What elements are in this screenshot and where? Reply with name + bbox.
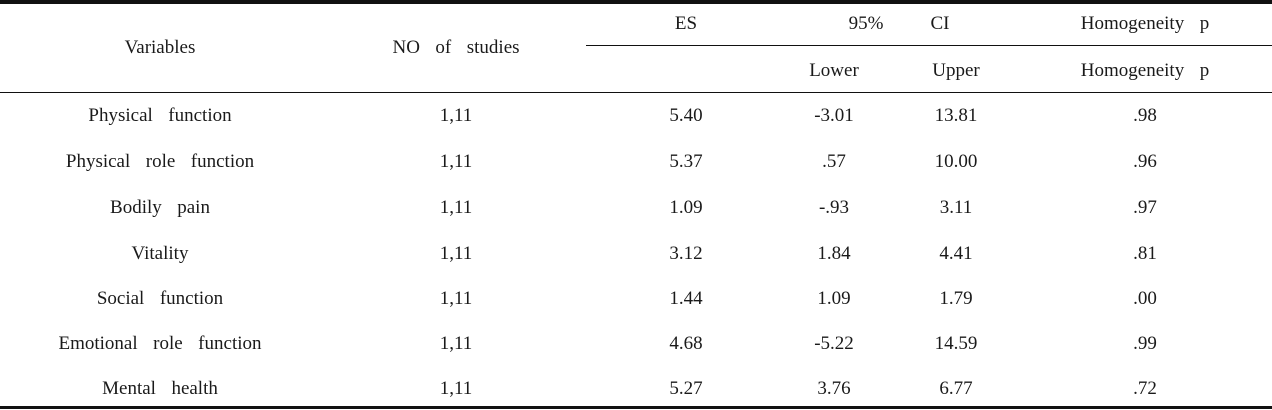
cell-lower: 1.84 — [817, 243, 851, 264]
cell-upper: 1.79 — [939, 288, 973, 309]
cell-variable: Vitality — [131, 243, 189, 264]
cell-es: 4.68 — [669, 333, 703, 354]
cell-homogeneity-p: .81 — [1133, 243, 1157, 264]
cell-upper: 14.59 — [934, 333, 978, 354]
cell-studies: 1,11 — [439, 333, 473, 354]
cell-es: 1.44 — [669, 288, 703, 309]
header-bottom-rule — [0, 92, 1272, 93]
cell-es: 3.12 — [669, 243, 703, 264]
cell-es: 5.27 — [669, 378, 703, 399]
cell-upper: 3.11 — [939, 197, 973, 218]
header-lower: Lower — [809, 60, 859, 81]
cell-studies: 1,11 — [439, 378, 473, 399]
cell-lower: -.93 — [818, 197, 850, 218]
cell-studies: 1,11 — [439, 105, 473, 126]
header-homogeneity-sub: Homogeneity p — [1080, 60, 1210, 81]
header-upper: Upper — [932, 60, 980, 81]
cell-upper: 4.41 — [939, 243, 973, 264]
cell-homogeneity-p: .99 — [1133, 333, 1157, 354]
header-es: ES — [674, 13, 698, 34]
cell-lower: 3.76 — [817, 378, 851, 399]
cell-homogeneity-p: .72 — [1133, 378, 1157, 399]
cell-variable: Physical role function — [65, 151, 255, 172]
cell-es: 5.40 — [669, 105, 703, 126]
cell-homogeneity-p: .98 — [1133, 105, 1157, 126]
header-ci-label: 95% — [848, 13, 884, 34]
header-ci-suffix: CI — [930, 13, 950, 34]
cell-upper: 6.77 — [939, 378, 973, 399]
cell-upper: 13.81 — [934, 105, 978, 126]
bottom-rule — [0, 406, 1272, 409]
header-no-of-studies: NO of studies — [392, 37, 520, 58]
header-homogeneity: Homogeneity p — [1080, 13, 1210, 34]
header-variables: Variables — [124, 37, 196, 58]
cell-lower: 1.09 — [817, 288, 851, 309]
cell-studies: 1,11 — [439, 288, 473, 309]
ci-group-rule — [586, 45, 1272, 46]
cell-studies: 1,11 — [439, 197, 473, 218]
cell-studies: 1,11 — [439, 151, 473, 172]
cell-upper: 10.00 — [934, 151, 978, 172]
cell-lower: -3.01 — [814, 105, 854, 126]
cell-lower: -5.22 — [814, 333, 854, 354]
cell-es: 5.37 — [669, 151, 703, 172]
cell-variable: Social function — [96, 288, 224, 309]
cell-homogeneity-p: .00 — [1133, 288, 1157, 309]
top-rule — [0, 0, 1272, 4]
cell-variable: Physical function — [88, 105, 232, 126]
cell-studies: 1,11 — [439, 243, 473, 264]
cell-variable: Bodily pain — [110, 197, 210, 218]
cell-variable: Mental health — [102, 378, 218, 399]
cell-variable: Emotional role function — [58, 333, 262, 354]
cell-homogeneity-p: .96 — [1133, 151, 1157, 172]
cell-lower: .57 — [822, 151, 846, 172]
cell-homogeneity-p: .97 — [1133, 197, 1157, 218]
cell-es: 1.09 — [669, 197, 703, 218]
